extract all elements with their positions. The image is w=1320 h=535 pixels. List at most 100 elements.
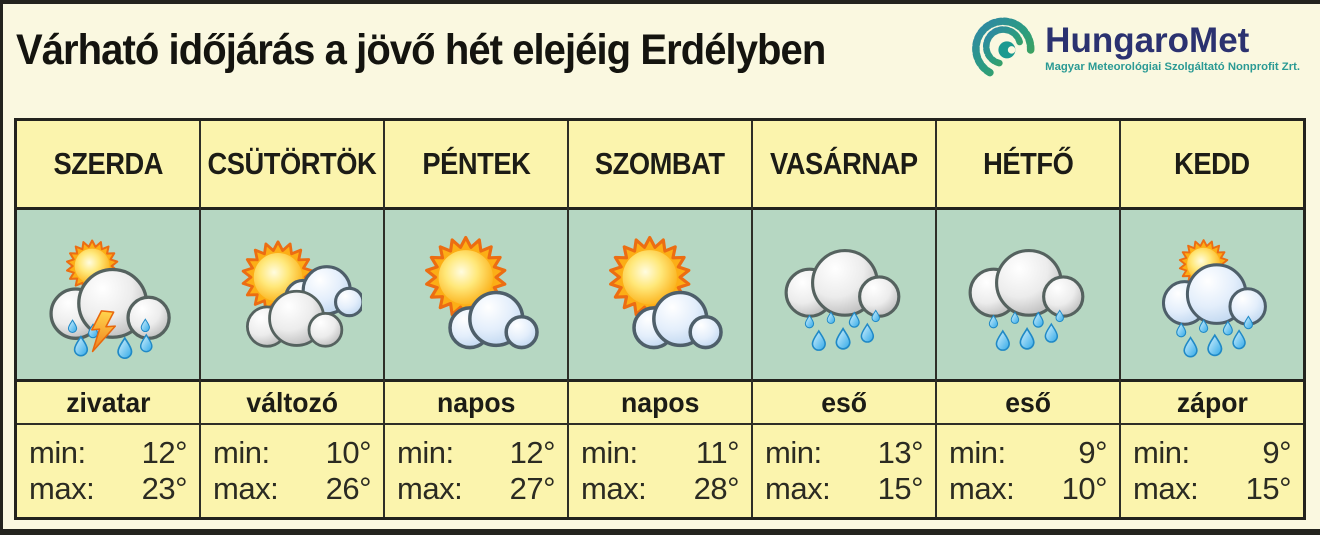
temperature-cell: min: 11° max: 28°	[569, 425, 751, 517]
min-value: 9°	[1078, 434, 1107, 470]
temperature-cell: min: 12° max: 27°	[385, 425, 567, 517]
logo-name: HungaroMet	[1045, 21, 1250, 61]
max-label: max:	[949, 470, 1015, 506]
min-label: min:	[29, 434, 86, 470]
condition-cell: eső	[753, 382, 935, 425]
max-label: max:	[29, 470, 95, 506]
min-value: 13°	[877, 434, 924, 470]
forecast-column-pentek: PÉNTEK napos min: 12° max: 27°	[385, 121, 569, 517]
condition-label: napos	[620, 386, 700, 418]
icon-cell	[385, 210, 567, 382]
day-label: KEDD	[1174, 146, 1250, 181]
temperature-cell: min: 12° max: 23°	[17, 425, 199, 517]
temperature-cell: min: 9° max: 15°	[1121, 425, 1303, 517]
min-value: 12°	[509, 434, 556, 470]
max-value: 28°	[693, 470, 740, 506]
min-label: min:	[1133, 434, 1190, 470]
temperature-cell: min: 13° max: 15°	[753, 425, 935, 517]
max-value: 26°	[325, 470, 372, 506]
condition-label: változó	[246, 386, 338, 418]
max-value: 27°	[509, 470, 556, 506]
condition-cell: zápor	[1121, 382, 1303, 425]
max-label: max:	[581, 470, 647, 506]
forecast-table: SZERDA zivatar min:	[14, 118, 1306, 520]
day-header: SZERDA	[17, 121, 199, 210]
day-header: SZOMBAT	[569, 121, 751, 210]
condition-label: zivatar	[65, 386, 151, 418]
max-value: 15°	[1245, 470, 1292, 506]
sun-small-cloud-icon	[425, 235, 539, 349]
day-label: VASÁRNAP	[770, 146, 918, 181]
forecast-column-szombat: SZOMBAT napos min: 11° max: 28°	[569, 121, 753, 517]
icon-cell	[569, 210, 751, 382]
bottom-edge-line	[0, 529, 1320, 535]
condition-label: eső	[1005, 386, 1051, 418]
day-label: SZOMBAT	[595, 146, 725, 181]
max-row: max: 28°	[581, 470, 740, 507]
max-row: max: 23°	[29, 470, 188, 507]
rain-cloud-icon	[784, 248, 901, 351]
min-value: 11°	[695, 434, 740, 470]
max-value: 15°	[877, 470, 924, 506]
icon-cell	[753, 210, 935, 382]
top-edge-line	[0, 0, 1320, 4]
icon-cell	[1121, 210, 1303, 382]
min-row: min: 9°	[1133, 434, 1291, 471]
left-edge-line	[0, 0, 3, 535]
hungaromet-logo: HungaroMet Magyar Meteorológiai Szolgált…	[971, 14, 1300, 82]
max-label: max:	[765, 470, 831, 506]
min-row: min: 12°	[29, 434, 188, 471]
thunderstorm-icon	[49, 239, 171, 359]
condition-cell: napos	[385, 382, 567, 425]
forecast-column-csutortok: CSÜTÖRTÖK változó min: 10° max: 26°	[201, 121, 385, 517]
max-row: max: 15°	[765, 470, 924, 507]
temperature-cell: min: 10° max: 26°	[201, 425, 383, 517]
page-title: Várható időjárás a jövő hét elejéig Erdé…	[16, 26, 826, 74]
day-label: CSÜTÖRTÖK	[207, 146, 377, 181]
condition-cell: napos	[569, 382, 751, 425]
min-label: min:	[949, 434, 1006, 470]
min-row: min: 10°	[213, 434, 372, 471]
day-label: HÉTFŐ	[982, 146, 1074, 181]
day-label: PÉNTEK	[421, 146, 531, 181]
min-row: min: 9°	[949, 434, 1107, 471]
min-value: 9°	[1262, 434, 1291, 470]
sun-two-clouds-icon	[241, 239, 362, 348]
rain-cloud-icon	[968, 248, 1085, 351]
condition-label: eső	[821, 386, 867, 418]
max-value: 10°	[1061, 470, 1108, 506]
min-row: min: 11°	[581, 434, 740, 471]
min-label: min:	[213, 434, 270, 470]
max-label: max:	[1133, 470, 1199, 506]
day-header: CSÜTÖRTÖK	[201, 121, 383, 210]
day-header: PÉNTEK	[385, 121, 567, 210]
forecast-column-hetfo: HÉTFŐ eső min: 9°	[937, 121, 1121, 517]
max-value: 23°	[141, 470, 188, 506]
min-value: 12°	[141, 434, 188, 470]
min-label: min:	[397, 434, 454, 470]
condition-cell: változó	[201, 382, 383, 425]
condition-label: zápor	[1176, 386, 1248, 418]
logo-tagline: Magyar Meteorológiai Szolgáltató Nonprof…	[1045, 60, 1300, 73]
icon-cell	[937, 210, 1119, 382]
forecast-column-szerda: SZERDA zivatar min:	[17, 121, 201, 517]
min-row: min: 13°	[765, 434, 924, 471]
day-header: HÉTFŐ	[937, 121, 1119, 210]
day-header: VASÁRNAP	[753, 121, 935, 210]
shower-sun-cloud-icon	[1161, 238, 1267, 357]
max-row: max: 27°	[397, 470, 556, 507]
min-row: min: 12°	[397, 434, 556, 471]
icon-cell	[17, 210, 199, 382]
max-label: max:	[397, 470, 463, 506]
forecast-column-kedd: KEDD zápor min:	[1121, 121, 1303, 517]
sun-small-cloud-icon	[609, 235, 723, 349]
temperature-cell: min: 9° max: 10°	[937, 425, 1119, 517]
condition-cell: eső	[937, 382, 1119, 425]
max-row: max: 26°	[213, 470, 372, 507]
max-row: max: 15°	[1133, 470, 1292, 507]
swirl-spiral-icon	[972, 17, 1035, 77]
condition-cell: zivatar	[17, 382, 199, 425]
max-label: max:	[213, 470, 279, 506]
forecast-column-vasarnap: VASÁRNAP eső min: 13°	[753, 121, 937, 517]
min-label: min:	[765, 434, 822, 470]
